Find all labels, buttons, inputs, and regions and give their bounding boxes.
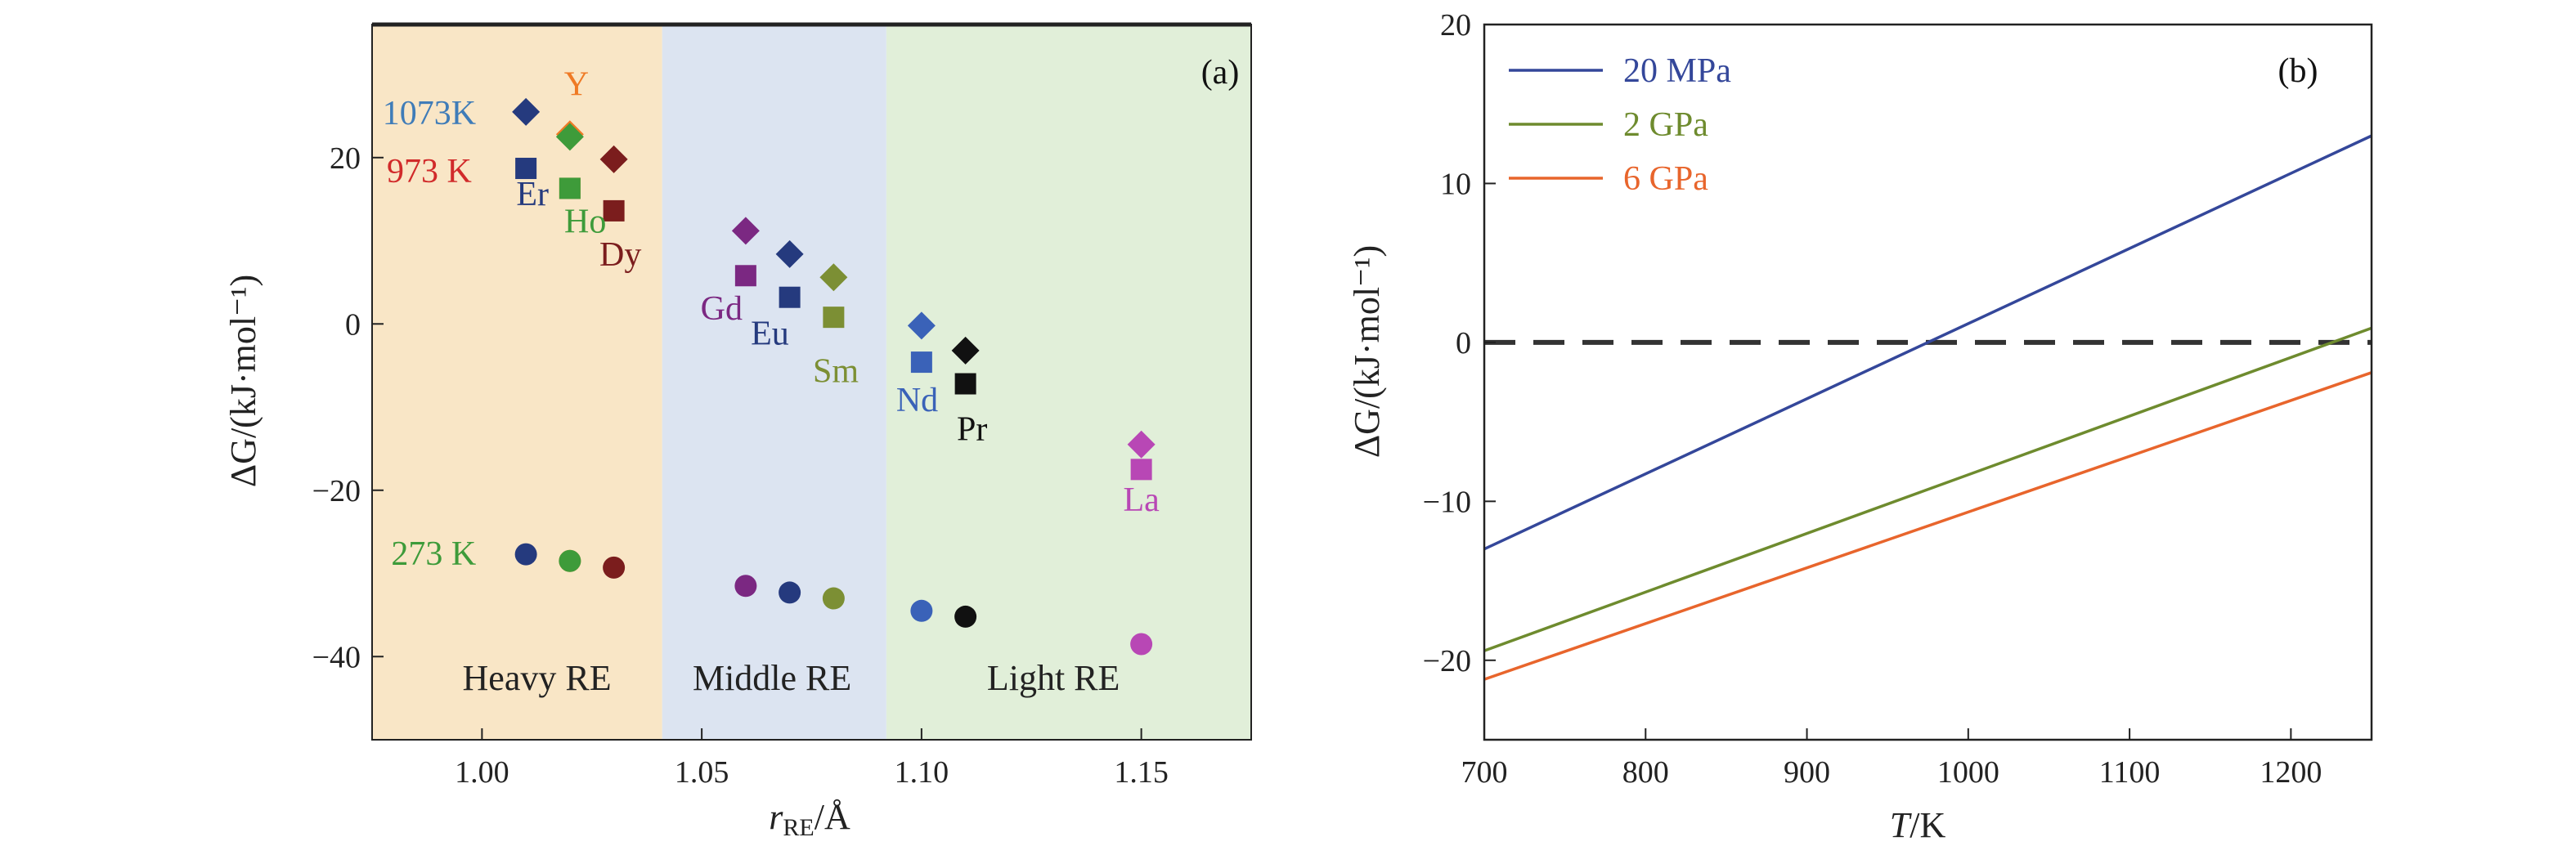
x-tick-label: 1000 [1937, 755, 1999, 790]
square-point-973k [823, 307, 845, 329]
x-tick-label: 900 [1784, 755, 1830, 790]
x-axis-label-a-unit: /Å [815, 797, 850, 837]
y-tick-label: −10 [1423, 485, 1471, 519]
series-line [1483, 326, 2372, 652]
plot-frame [1483, 23, 2373, 741]
y-axis-label-b: ΔG/(kJ·mol⁻¹) [1347, 245, 1387, 458]
square-point-973k [954, 373, 976, 395]
element-label: Nd [896, 382, 938, 419]
region-labels: Heavy RE Middle RE Light RE [463, 658, 1120, 698]
region-label: Heavy RE [463, 658, 612, 698]
circle-point-273k [559, 549, 581, 572]
y-tick-label: −20 [312, 474, 361, 508]
element-label: Gd [701, 290, 743, 328]
axes-b: 700 800 900 1000 1100 1200 −20 −10 0 10 20 [1423, 8, 2373, 790]
series-lines [1483, 134, 2372, 681]
x-axis-label-a-main: r [769, 797, 783, 837]
element-label: La [1123, 481, 1160, 519]
x-tick-label: 800 [1622, 755, 1669, 790]
square-point-973k [734, 265, 756, 287]
circle-point-273k [822, 587, 845, 610]
x-tick-label: 1.00 [455, 755, 509, 790]
x-tick-label: 1200 [2260, 755, 2322, 790]
x-axis-label-a-sub: RE [783, 814, 814, 841]
legend-label: 20 MPa [1623, 52, 1731, 90]
diamond-point-1073k [819, 263, 848, 292]
diamond-point-1073k [951, 336, 980, 365]
region-label: Light RE [987, 658, 1120, 698]
y-tick-label: −20 [1423, 644, 1471, 678]
circle-point-273k [954, 605, 977, 628]
temperature-label: 1073K [383, 95, 476, 132]
element-label: Pr [957, 411, 987, 449]
circle-point-273k [514, 543, 537, 566]
x-axis-label-b: T/K [1890, 805, 1946, 845]
series-line [1483, 371, 2372, 681]
square-point-973k [603, 199, 625, 222]
y-tick-label: 20 [1440, 8, 1471, 43]
panel-b-label: (b) [2278, 52, 2318, 90]
y-tick-label: 0 [345, 307, 361, 342]
square-point-973k [559, 177, 581, 199]
x-axis-label-a: rRE/Å [769, 797, 850, 841]
region-band [662, 25, 886, 740]
y-tick-label: 20 [330, 141, 361, 176]
region-band [886, 25, 1251, 740]
x-tick-label: 1.05 [675, 755, 729, 790]
x-axis-label-b-main: T [1890, 805, 1913, 845]
diamond-point-1073k [731, 217, 760, 245]
axes-a: 1.00 1.05 1.10 1.15 −40 −20 0 20 [312, 22, 1252, 790]
x-axis-label-b-unit: /K [1910, 805, 1945, 845]
circle-point-273k [603, 556, 626, 579]
panel-a-label: (a) [1201, 54, 1240, 92]
data-points [512, 97, 1156, 656]
region-band [372, 25, 662, 740]
temperature-label: 973 K [387, 153, 472, 190]
legend-label: 6 GPa [1623, 160, 1708, 198]
element-label: Ho [564, 203, 606, 240]
y-tick-label: −40 [312, 640, 361, 674]
diamond-point-1073k [555, 123, 584, 151]
diamond-point-1073k [512, 97, 541, 126]
element-label: Sm [813, 353, 859, 391]
y-tick-label: 0 [1456, 326, 1471, 360]
y-tick-label: 10 [1440, 167, 1471, 201]
x-tick-label: 700 [1461, 755, 1508, 790]
region-label: Middle RE [693, 658, 851, 698]
x-tick-label: 1100 [2099, 755, 2161, 790]
x-tick-label: 1.10 [895, 755, 949, 790]
diamond-point-1073k [1127, 430, 1156, 459]
diamond-point-1073k [599, 145, 628, 173]
square-point-973k [779, 286, 801, 308]
circle-point-273k [910, 599, 933, 622]
element-label: Dy [599, 236, 641, 274]
circle-point-273k [734, 575, 757, 598]
legend: 20 MPa 2 GPa 6 GPa [1509, 52, 1731, 198]
x-tick-label: 1.15 [1114, 755, 1169, 790]
circle-point-273k [779, 581, 801, 604]
diamond-point-1073k [775, 239, 804, 268]
legend-label: 2 GPa [1623, 106, 1708, 144]
square-point-973k [910, 351, 932, 374]
y-axis-label-a: ΔG/(kJ·mol⁻¹) [223, 275, 263, 487]
square-point-973k [515, 158, 537, 180]
element-label: Eu [751, 316, 789, 353]
diamond-point-1073k [907, 311, 936, 340]
temperature-labels: 1073K 973 K 273 K [383, 95, 476, 573]
element-label: Er [516, 176, 549, 213]
series-line [1483, 134, 2372, 551]
element-label: Y [564, 65, 589, 103]
square-point-973k [1130, 459, 1152, 481]
region-bands [372, 25, 1251, 740]
temperature-label: 273 K [391, 535, 476, 573]
circle-point-273k [1130, 633, 1153, 656]
